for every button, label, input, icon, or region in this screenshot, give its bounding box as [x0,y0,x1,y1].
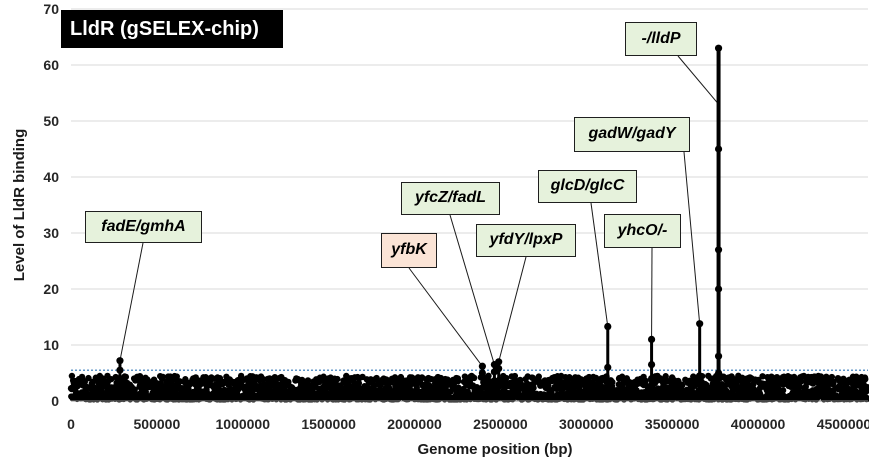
background-point [259,376,267,383]
leader-line [408,267,483,367]
x-axis-label: Genome position (bp) [418,441,573,458]
background-point [304,377,312,384]
background-point [85,374,92,382]
callout-label: yfdY/lpxP [476,224,576,257]
x-tick-label: 1000000 [216,416,271,432]
peak-point [647,375,656,383]
background-point [122,373,130,381]
peak-markers [116,44,723,401]
leader-line [119,242,144,361]
x-tick-label: 0 [67,416,75,432]
background-point [511,372,519,380]
peak-point [714,352,723,360]
peak-point [714,44,723,52]
callout-label: glcD/glcC [538,170,637,203]
x-tick-label: 2000000 [387,416,442,432]
callout-leader-lines [119,55,719,367]
background-point [703,381,710,389]
y-tick-label: 0 [51,393,59,409]
peak-point [495,364,503,373]
callout-label: yfbK [381,233,437,268]
background-point [355,379,363,387]
y-axis-label: Level of LldR binding [11,129,28,282]
callout-label: fadE/gmhA [85,211,202,243]
peak-point [647,361,656,369]
peak-point [714,369,723,377]
background-point [779,387,787,394]
background-point [790,373,798,381]
x-axis-ticks: 0 500000 1000000 1500000 2000000 2500000 30000… [67,416,869,432]
x-tick-label: 500000 [134,416,181,432]
peak-point [116,375,124,383]
x-tick-label: 4000000 [731,416,786,432]
leader-line [683,151,701,324]
peak-point [696,372,704,380]
background-point [863,395,869,402]
gridlines [71,8,868,346]
y-tick-label: 30 [43,225,59,241]
background-point [796,383,803,391]
y-tick-label: 50 [43,113,59,129]
background-point [373,374,380,382]
background-point [662,373,669,380]
background-point [131,386,138,393]
y-tick-label: 40 [43,169,59,185]
background-point [334,375,341,383]
peak-point [714,246,723,254]
background-point [828,373,836,381]
x-tick-label: 1500000 [301,416,356,432]
background-point [864,384,869,391]
background-point [642,377,649,385]
leader-line [449,214,495,365]
y-axis-ticks: 0 10 20 30 40 50 60 70 [43,1,59,409]
peak-point [116,357,124,365]
background-point [320,373,327,380]
leader-line [498,256,527,362]
background-point [385,384,393,392]
callout-label: -/lldP [625,22,697,56]
background-point [545,382,552,389]
leader-line [677,55,719,105]
background-point [159,373,167,381]
chart-title: LldR (gSELEX-chip) [61,10,283,48]
peak-point [714,145,723,153]
y-tick-label: 10 [43,337,59,353]
background-point [485,372,492,380]
peak-point [116,366,124,374]
x-tick-label: 3000000 [559,416,614,432]
background-point [764,379,772,386]
x-tick-label: 4500000 [817,416,869,432]
background-point [454,377,462,385]
y-tick-label: 20 [43,281,59,297]
background-point [503,374,510,382]
peak-point [714,285,723,293]
background-point [830,378,837,386]
peak-point [604,363,612,371]
background-point [530,384,537,392]
x-tick-label: 3500000 [645,416,700,432]
peak-point [696,320,704,328]
peak-point [495,358,503,366]
background-point [173,373,180,380]
callout-label: yhcO/- [604,214,681,248]
background-point [862,375,869,383]
peak-point [604,377,612,385]
y-tick-label: 60 [43,57,59,73]
y-tick-label: 70 [43,1,59,17]
background-point [470,374,478,382]
peak-point [478,369,486,377]
leader-line [590,202,609,327]
background-point [679,381,686,389]
peak-point [647,335,656,343]
peak-point [604,322,612,331]
background-point [759,373,766,380]
background-point [797,378,805,385]
x-tick-label: 2500000 [473,416,528,432]
peak-point [478,362,486,370]
callout-label: gadW/gadY [574,117,690,152]
callout-label: yfcZ/fadL [401,182,500,215]
